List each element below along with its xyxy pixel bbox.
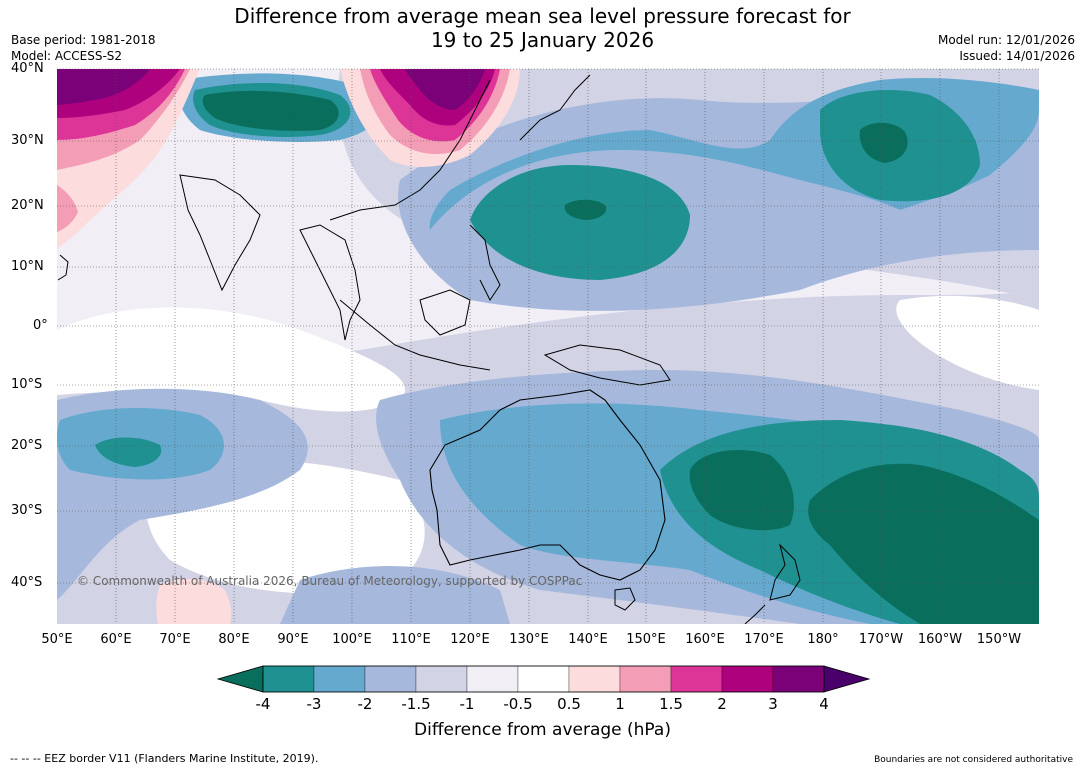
colorbar-title: Difference from average (hPa) xyxy=(414,720,671,740)
contour-white-indian-ocean xyxy=(57,307,406,412)
colorbar-tick: 1 xyxy=(615,695,625,713)
contour-dark-tibet xyxy=(202,90,339,131)
colorbar-tick: -2 xyxy=(357,695,373,713)
lon-label: 160°E xyxy=(685,632,725,647)
lon-label: 180° xyxy=(807,632,839,647)
lat-label: 10°N xyxy=(11,259,44,274)
coastline-india xyxy=(179,174,261,292)
colorbar-bin xyxy=(415,665,468,693)
coastline-australia xyxy=(429,389,666,581)
colorbar-bin xyxy=(517,665,570,693)
meta-left: Base period: 1981-2018 Model: ACCESS-S2 xyxy=(11,32,156,64)
colorbar-bin xyxy=(364,665,417,693)
colorbar-bin xyxy=(313,665,366,693)
lon-label: 140°E xyxy=(568,632,608,647)
lon-label: 150°E xyxy=(626,632,666,647)
graticule xyxy=(57,68,1039,624)
colorbar-bin xyxy=(619,665,672,693)
coastline-new-guinea xyxy=(543,344,671,386)
copyright-watermark: © Commonwealth of Australia 2026, Bureau… xyxy=(77,574,583,588)
title-line-2: 19 to 25 January 2026 xyxy=(430,28,655,52)
contour-pink-west-edge xyxy=(57,185,78,232)
lat-label: 20°S xyxy=(11,438,43,453)
lat-label: 40°S xyxy=(11,575,43,590)
meta-right: Model run: 12/01/2026 Issued: 14/01/2026 xyxy=(938,32,1075,64)
lat-label: 30°S xyxy=(11,503,43,518)
colorbar-tick: -3 xyxy=(306,695,322,713)
coastline-japan xyxy=(519,74,591,141)
coastline-china xyxy=(329,79,491,221)
contour-dark-tasman xyxy=(689,450,794,531)
colorbar-tick: 4 xyxy=(819,695,829,713)
colorbar-tick: 3 xyxy=(768,695,778,713)
map-title: Difference from average mean sea level p… xyxy=(0,4,1085,52)
issued-date: Issued: 14/01/2026 xyxy=(959,49,1075,63)
coastline-borneo xyxy=(419,289,471,336)
lon-label: 130°E xyxy=(509,632,549,647)
coastline-tasmania xyxy=(614,587,636,611)
colorbar-outline xyxy=(262,665,825,693)
colorbar-tick: -4 xyxy=(255,695,271,713)
lon-label: 80°E xyxy=(218,632,250,647)
contour-blue-southwest xyxy=(280,566,510,624)
contour-deep-purple-west xyxy=(57,69,150,105)
lon-label: 150°W xyxy=(976,632,1022,647)
colorbar-bin xyxy=(772,665,825,693)
model-run: Model run: 12/01/2026 xyxy=(937,33,1075,47)
contour-dark-south-pacific xyxy=(808,463,1039,624)
colorbar-bin xyxy=(466,665,519,693)
colorbar-bin xyxy=(721,665,774,693)
contour-white-east-pacific xyxy=(896,295,1039,390)
colorbar-tick: -0.5 xyxy=(503,695,533,713)
colorbar-tick: 0.5 xyxy=(557,695,581,713)
title-line-1: Difference from average mean sea level p… xyxy=(234,4,851,28)
base-period: Base period: 1981-2018 xyxy=(11,33,156,47)
model-name: Model: ACCESS-S2 xyxy=(11,49,123,63)
contour-dark-west-pacific xyxy=(564,199,607,220)
colorbar-bin xyxy=(262,665,315,693)
colorbar-tick: -1.5 xyxy=(401,695,431,713)
colorbar-bin xyxy=(568,665,621,693)
coastline-madagascar xyxy=(57,254,69,281)
colorbar-tick: 2 xyxy=(717,695,727,713)
colorbar-extend-high xyxy=(823,665,871,693)
coastline-new-zealand xyxy=(744,543,801,624)
lon-label: 90°E xyxy=(277,632,309,647)
contour-deep-purple-east xyxy=(405,69,485,110)
lon-label: 60°E xyxy=(100,632,132,647)
lon-label: 160°W xyxy=(917,632,963,647)
eez-footnote: -- -- -- EEZ border V11 (Flanders Marine… xyxy=(10,752,319,765)
colorbar-tick: 1.5 xyxy=(659,695,683,713)
coastline-philippines xyxy=(469,224,501,301)
lon-label: 100°E xyxy=(332,632,372,647)
lon-label: 170°W xyxy=(858,632,904,647)
anomaly-field xyxy=(57,69,1039,624)
lon-label: 170°E xyxy=(744,632,784,647)
colorbar xyxy=(216,665,871,693)
colorbar-tick: -1 xyxy=(459,695,475,713)
colorbar-extend-low xyxy=(216,665,264,693)
lat-label: 20°N xyxy=(11,198,44,213)
contour-teal-indian xyxy=(95,437,162,467)
lon-label: 110°E xyxy=(391,632,431,647)
colorbar-bin xyxy=(670,665,723,693)
coastline-sumatra-java xyxy=(339,299,491,371)
lon-label: 50°E xyxy=(41,632,73,647)
contour-teal-west-pacific xyxy=(470,165,690,280)
lat-label: 10°S xyxy=(11,377,43,392)
contour-dark-north-pacific xyxy=(859,122,908,163)
boundaries-disclaimer: Boundaries are not considered authoritat… xyxy=(874,755,1073,765)
lat-label: 0° xyxy=(33,318,48,333)
lon-label: 70°E xyxy=(159,632,191,647)
lat-label: 30°N xyxy=(11,133,44,148)
lon-label: 120°E xyxy=(450,632,490,647)
coastline-indochina xyxy=(299,224,361,341)
lat-label: 40°N xyxy=(11,61,44,76)
